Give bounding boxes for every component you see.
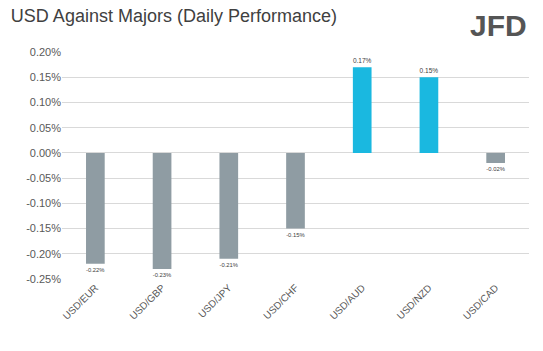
- svg-text:-0.15%: -0.15%: [286, 232, 305, 238]
- svg-text:USD/CHF: USD/CHF: [261, 282, 300, 321]
- svg-text:0.20%: 0.20%: [30, 46, 61, 58]
- svg-text:USD Against Majors (Daily Perf: USD Against Majors (Daily Performance): [11, 6, 337, 26]
- svg-text:-0.21%: -0.21%: [219, 262, 238, 268]
- svg-text:0.15%: 0.15%: [30, 71, 61, 83]
- svg-text:-0.05%: -0.05%: [26, 172, 61, 184]
- svg-text:USD/GBP: USD/GBP: [127, 282, 167, 322]
- svg-text:0.17%: 0.17%: [353, 57, 372, 64]
- svg-text:USD/AUD: USD/AUD: [328, 282, 368, 322]
- svg-text:-0.20%: -0.20%: [26, 248, 61, 260]
- svg-text:USD/NZD: USD/NZD: [395, 282, 434, 321]
- svg-text:-0.22%: -0.22%: [86, 267, 105, 273]
- svg-text:-0.02%: -0.02%: [486, 166, 505, 172]
- svg-text:JFD: JFD: [470, 9, 527, 42]
- svg-text:0.15%: 0.15%: [420, 67, 439, 74]
- svg-text:-0.10%: -0.10%: [26, 197, 61, 209]
- svg-text:-0.25%: -0.25%: [26, 273, 61, 285]
- svg-text:-0.23%: -0.23%: [153, 272, 172, 278]
- svg-text:USD/JPY: USD/JPY: [196, 282, 234, 320]
- svg-text:USD/CAD: USD/CAD: [461, 282, 501, 322]
- svg-text:0.00%: 0.00%: [30, 147, 61, 159]
- svg-text:USD/EUR: USD/EUR: [61, 282, 101, 322]
- svg-text:0.05%: 0.05%: [30, 122, 61, 134]
- svg-text:0.10%: 0.10%: [30, 96, 61, 108]
- svg-text:-0.15%: -0.15%: [26, 222, 61, 234]
